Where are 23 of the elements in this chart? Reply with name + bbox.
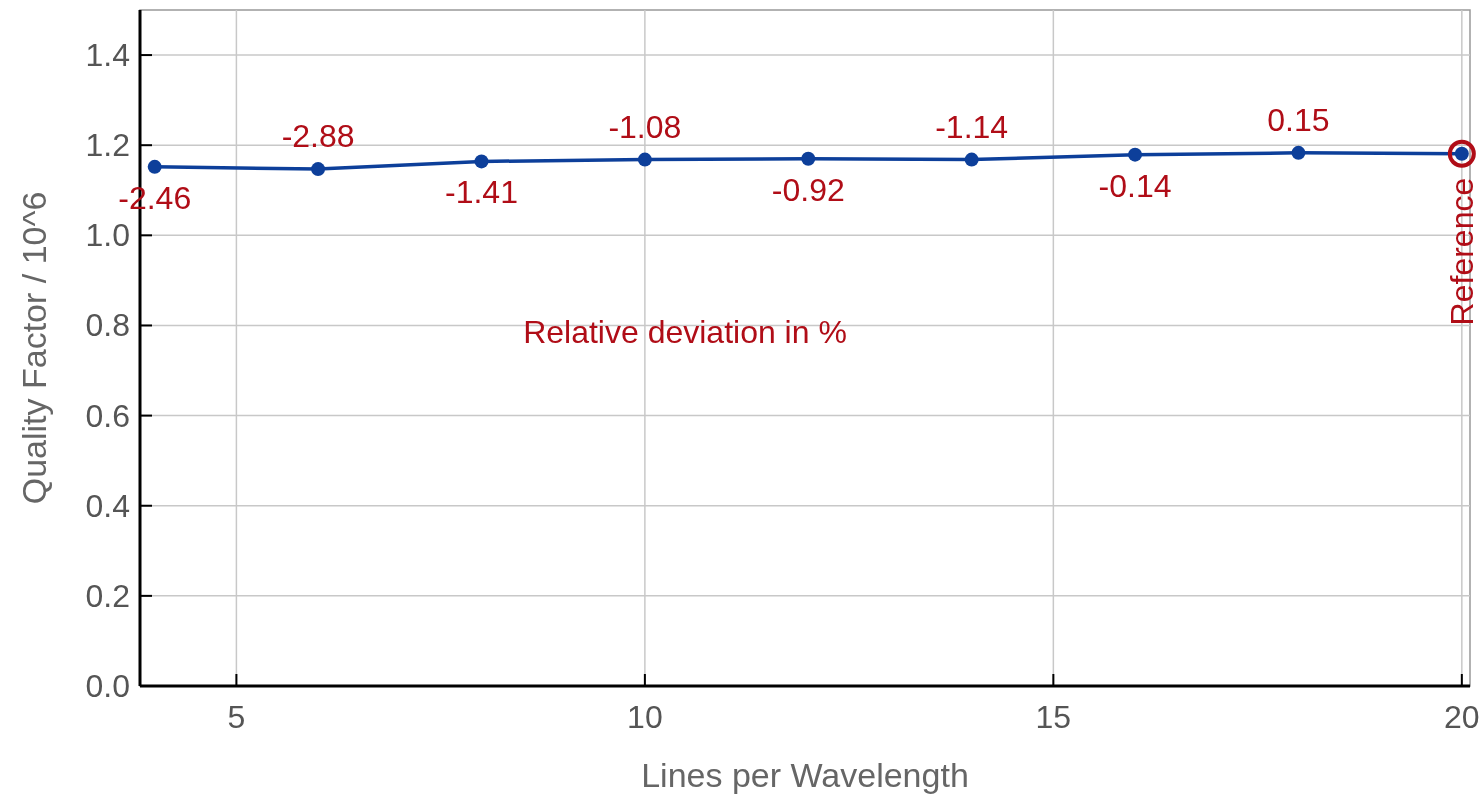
x-tick-label: 10: [627, 699, 663, 735]
annotation: 0.15: [1267, 101, 1330, 138]
annotation: -1.14: [935, 108, 1009, 145]
y-tick-label: 1.0: [85, 217, 130, 254]
annotation: -2.88: [281, 118, 355, 155]
y-tick-label: 1.4: [85, 37, 130, 74]
annotation: -1.08: [608, 108, 682, 145]
y-tick-label: 0.8: [85, 307, 130, 344]
x-tick-label: 20: [1444, 699, 1480, 735]
x-tick-label: 15: [1035, 699, 1072, 735]
x-tick-label: 5: [227, 699, 246, 735]
x-axis-title: Lines per Wavelength: [641, 756, 969, 794]
y-tick-label: 0.6: [85, 397, 130, 434]
y-tick-label: 0.0: [85, 668, 130, 704]
y-tick-label: 1.2: [85, 127, 130, 164]
y-axis-title: Quality Factor / 10^6: [15, 191, 53, 505]
annotation: Reference: [1443, 177, 1480, 326]
y-tick-label: 0.2: [85, 577, 130, 614]
annotation: -1.41: [445, 174, 518, 211]
annotation: -0.92: [771, 171, 845, 208]
annotation: Relative deviation in %: [523, 314, 847, 351]
y-tick-label: 0.4: [85, 487, 130, 524]
annotation: -0.14: [1098, 167, 1172, 204]
